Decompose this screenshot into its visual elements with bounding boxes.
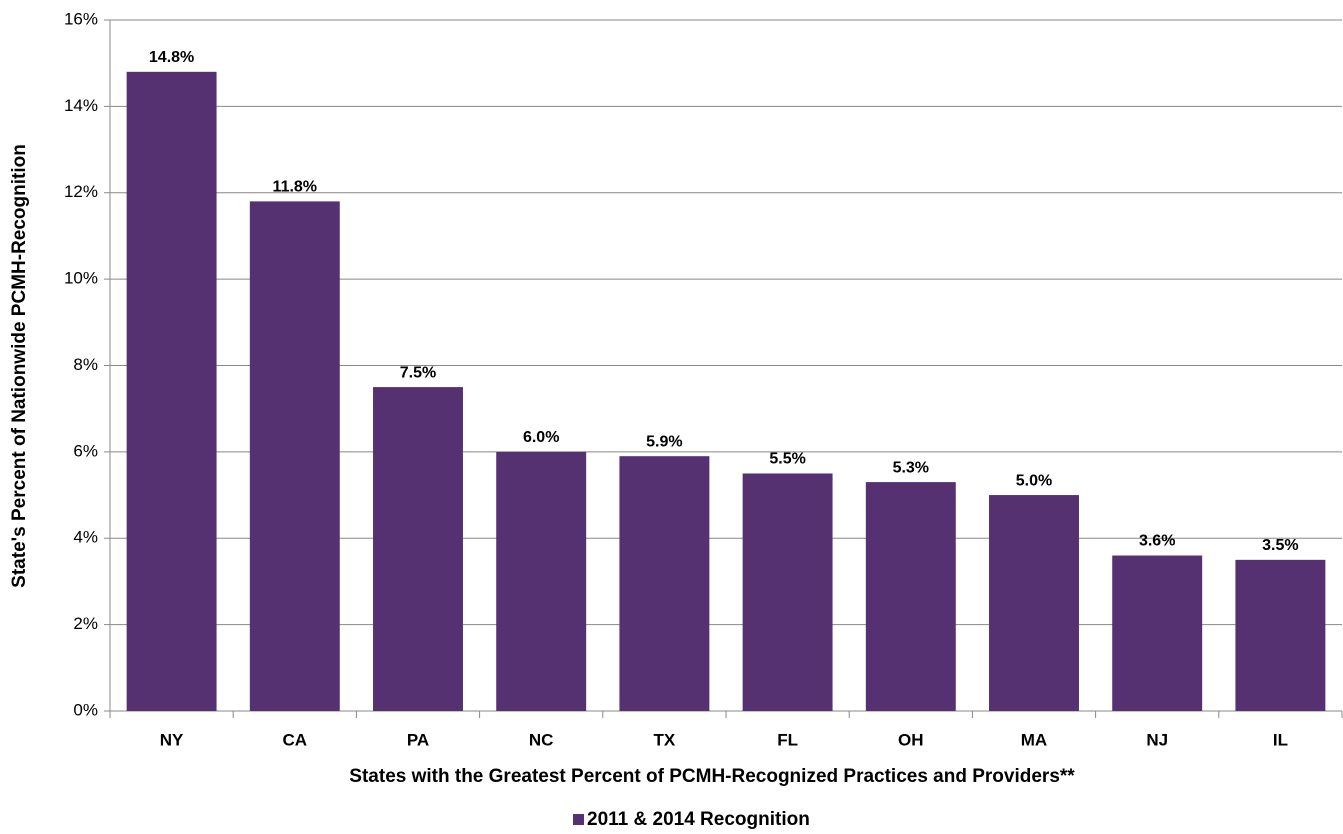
value-label: 5.5%	[769, 451, 805, 468]
x-tick-label: NJ	[1146, 730, 1168, 749]
x-tick-label: OH	[898, 730, 924, 749]
bar	[1112, 555, 1203, 711]
value-label: 14.8%	[149, 49, 194, 66]
value-label: 5.0%	[1016, 472, 1052, 489]
y-tick-label: 16%	[64, 9, 98, 28]
value-label: 6.0%	[523, 429, 559, 446]
y-tick-label: 8%	[73, 355, 98, 374]
y-tick-label: 12%	[64, 182, 98, 201]
y-tick-label: 0%	[73, 700, 98, 719]
bar	[742, 473, 833, 711]
value-label: 5.9%	[646, 433, 682, 450]
bar	[249, 201, 340, 711]
value-label: 3.5%	[1262, 537, 1298, 554]
y-tick-label: 10%	[64, 269, 98, 288]
value-label: 11.8%	[273, 179, 317, 196]
x-tick-label: NC	[529, 730, 554, 749]
y-tick-label: 4%	[73, 528, 98, 547]
x-tick-label: TX	[654, 730, 676, 749]
legend-label: 2011 & 2014 Recognition	[587, 809, 810, 830]
x-axis-label: States with the Greatest Percent of PCMH…	[349, 766, 1075, 787]
legend-swatch	[573, 814, 584, 825]
bar	[373, 387, 463, 711]
x-tick-label: NY	[160, 730, 184, 749]
bar	[1235, 559, 1326, 711]
value-label: 5.3%	[893, 459, 929, 476]
x-tick-label: MA	[1021, 730, 1047, 749]
x-tick-label: IL	[1273, 730, 1288, 749]
value-label: 3.6%	[1139, 533, 1175, 550]
x-tick-label: PA	[407, 730, 429, 749]
bar	[496, 451, 587, 711]
x-tick-label: FL	[777, 730, 798, 749]
y-tick-label: 6%	[73, 441, 98, 460]
bar	[865, 482, 956, 711]
y-axis-label: State's Percent of Nationwide PCMH-Recog…	[9, 144, 30, 588]
y-tick-label: 2%	[73, 614, 98, 633]
value-label: 7.5%	[400, 364, 436, 381]
y-tick-label: 14%	[64, 96, 98, 115]
bar	[989, 495, 1079, 711]
bar	[126, 71, 217, 711]
x-tick-label: CA	[283, 730, 308, 749]
bar	[619, 456, 710, 711]
